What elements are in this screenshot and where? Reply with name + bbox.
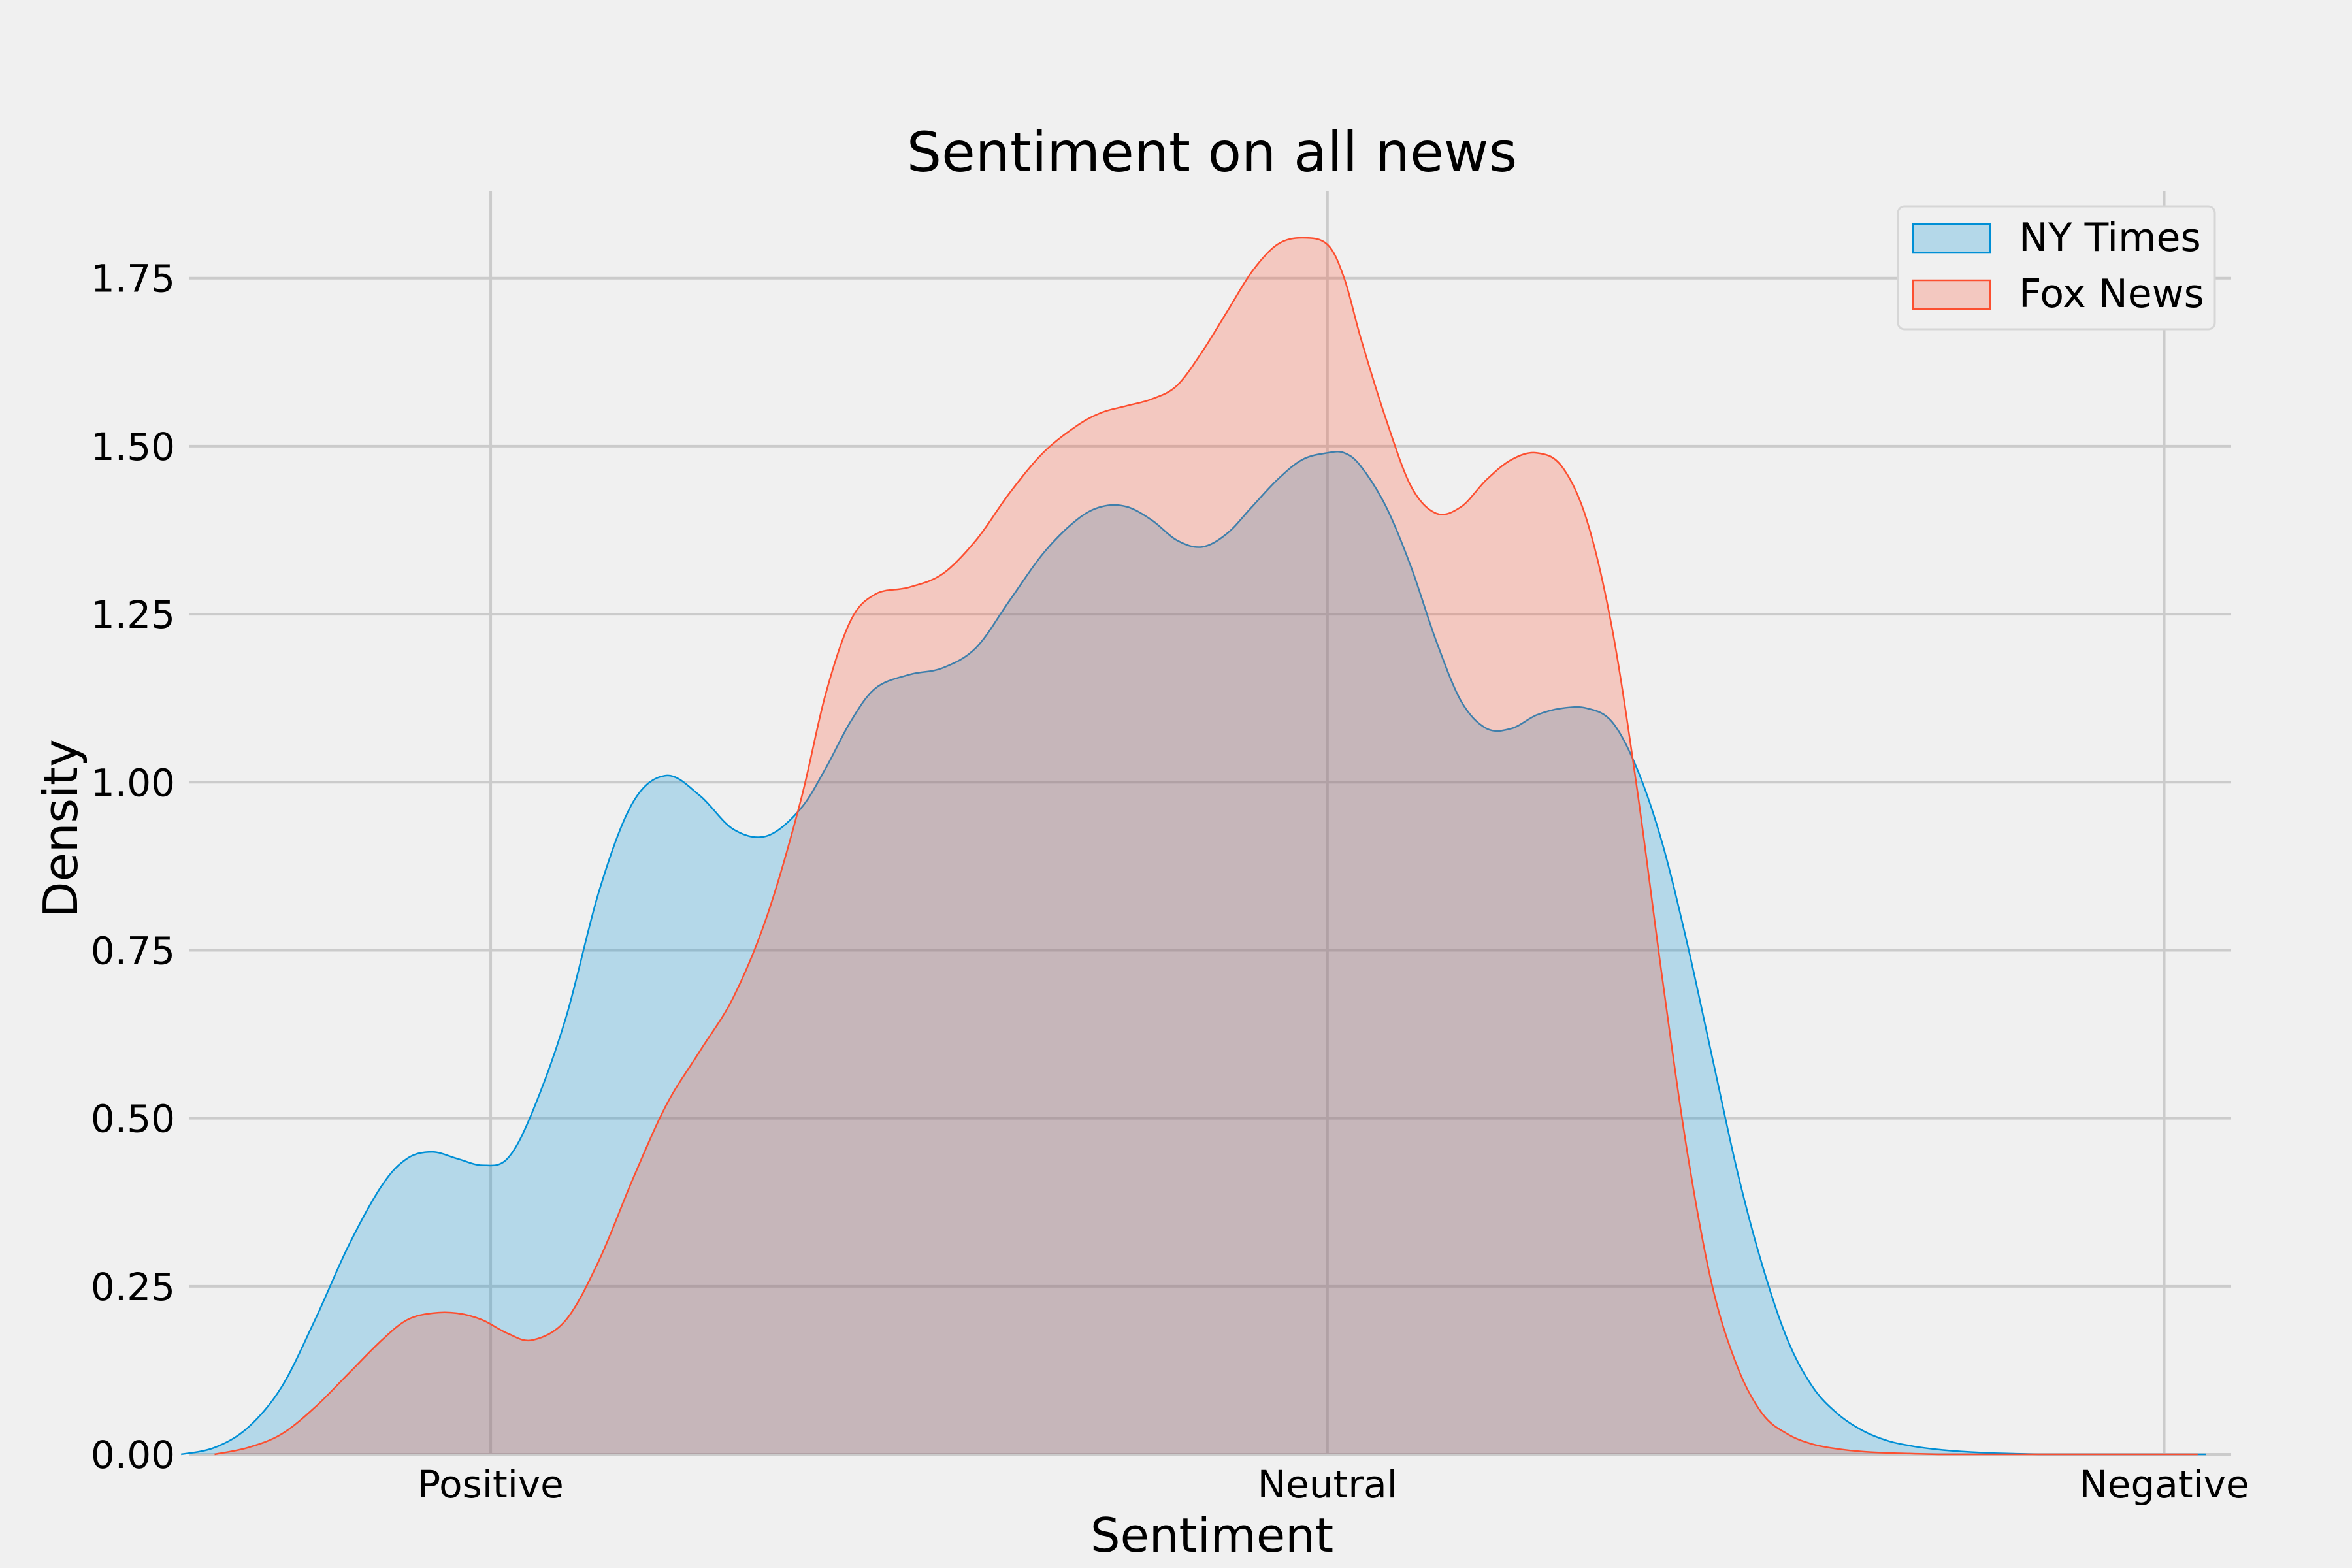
legend-frame	[1897, 205, 2216, 331]
legend-label-fox-news: Fox News	[2019, 271, 2204, 317]
y-tick-label: 0.75	[91, 928, 175, 973]
x-tick-label: Negative	[2079, 1462, 2249, 1507]
y-tick-label: 1.25	[91, 593, 175, 637]
density-areas	[180, 237, 2206, 1456]
y-tick-label: 1.50	[91, 425, 175, 469]
y-tick-label: 1.00	[91, 760, 175, 805]
x-axis-label: Sentiment	[1090, 1508, 1333, 1563]
x-tick-label: Neutral	[1258, 1462, 1397, 1507]
legend-label-ny-times: NY Times	[2019, 215, 2201, 261]
area-fill-fox-news	[214, 238, 2198, 1454]
legend-swatch-fox-news	[1912, 279, 1991, 310]
density-line-ny-times	[180, 451, 2206, 1456]
y-tick-label: 0.50	[91, 1097, 175, 1141]
x-tick-label: Positive	[417, 1462, 564, 1507]
y-axis-label: Density	[33, 739, 88, 918]
y-tick-label: 1.75	[91, 257, 175, 301]
legend: NY Times Fox News	[1897, 205, 2216, 331]
y-tick-labels: 0.00 0.25 0.50 0.75 1.00 1.25 1.50 1.75	[91, 257, 175, 1477]
density-line-fox-news	[214, 237, 2198, 1456]
legend-swatch-ny-times	[1912, 223, 1991, 254]
area-fill-ny-times	[181, 451, 2206, 1454]
chart-title: Sentiment on all news	[907, 120, 1517, 184]
y-tick-label: 0.25	[91, 1265, 175, 1309]
x-grid	[489, 191, 2166, 1454]
y-tick-label: 0.00	[91, 1433, 175, 1477]
x-tick-labels: Positive Neutral Negative	[417, 1462, 2249, 1507]
